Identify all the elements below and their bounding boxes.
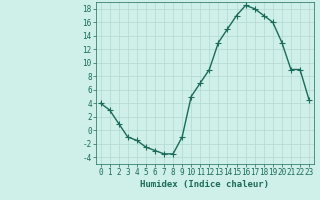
X-axis label: Humidex (Indice chaleur): Humidex (Indice chaleur)	[140, 180, 269, 189]
